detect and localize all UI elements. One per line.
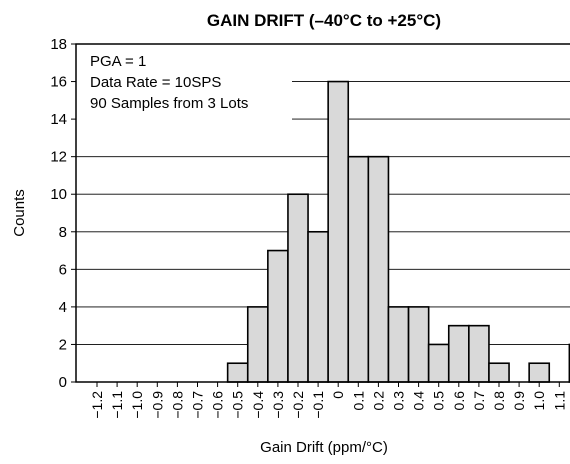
bar: [307, 230, 329, 383]
x-tick-label: 0.7: [471, 391, 487, 411]
bar: [427, 343, 450, 383]
x-tick-label: −0.6: [210, 391, 226, 419]
x-tick-label: −1.2: [89, 391, 105, 419]
x-tick-label: 0.3: [391, 391, 407, 411]
x-tick-label: −0.4: [250, 391, 266, 419]
annotation-line: Data Rate = 10SPS: [90, 74, 221, 91]
y-tick-label: 12: [50, 149, 67, 166]
bar: [327, 80, 350, 383]
y-tick-label: 0: [59, 374, 67, 391]
y-tick-label: 10: [50, 186, 67, 203]
y-tick-label: 14: [50, 111, 67, 128]
y-tick-label: 4: [59, 299, 67, 316]
x-tick-label: 1.1: [551, 391, 567, 411]
bar: [267, 249, 289, 383]
bar: [387, 306, 410, 383]
annotation-line: 90 Samples from 3 Lots: [90, 95, 248, 112]
y-axis-label: Counts: [11, 189, 28, 237]
x-tick-label: 0.6: [451, 391, 467, 411]
x-tick-label: 0.2: [370, 391, 386, 411]
annotation-line: PGA = 1: [90, 53, 146, 70]
x-tick-label: 0.4: [411, 391, 427, 411]
x-tick-labels: −1.2 −1.1 −1.0 −0.9 −0.8 −0.7 −0.6 −0.5 −0.4 −0.3…: [89, 391, 567, 419]
chart-title: GAIN DRIFT (–40°C to +25°C): [207, 11, 441, 30]
x-tick-label: −0.7: [190, 391, 206, 419]
y-tick-label: 6: [59, 261, 67, 278]
x-tick-label: −0.2: [290, 391, 306, 419]
y-tick-label: 16: [50, 74, 67, 91]
x-tick-label: 0: [330, 391, 346, 399]
bar: [407, 306, 430, 383]
x-tick-label: −1.1: [109, 391, 125, 419]
x-tick-label: 0.5: [431, 391, 447, 411]
bar: [347, 155, 370, 383]
x-tick-label: 0.8: [491, 391, 507, 411]
y-tick-label: 2: [59, 336, 67, 353]
bar: [447, 324, 470, 383]
x-tick-label: −1.0: [129, 391, 145, 419]
x-tick-label: −0.5: [230, 391, 246, 419]
bar: [287, 193, 309, 383]
bar: [367, 155, 390, 383]
plot-frame: [75, 43, 570, 383]
y-tick-label: 18: [50, 36, 67, 53]
y-tick-label: 8: [59, 224, 67, 241]
x-tick-label: −0.8: [169, 391, 185, 419]
x-tick-label: −0.1: [310, 391, 326, 419]
bar: [468, 324, 490, 383]
bar: [246, 306, 269, 383]
x-tick-label: 1.0: [531, 391, 547, 411]
x-tick-label: −0.3: [270, 391, 286, 419]
bars: [226, 80, 570, 383]
bar: [528, 362, 551, 383]
x-tick-label: 0.9: [511, 391, 527, 411]
bar: [226, 362, 249, 383]
y-tick-labels: 0 2 4 6 8 10 12 14 16 18: [50, 36, 67, 391]
x-tick-label: −0.9: [149, 391, 165, 419]
x-axis-label: Gain Drift (ppm/°C): [260, 439, 388, 456]
x-tick-label: 0.1: [350, 391, 366, 411]
annotations: PGA = 1 Data Rate = 10SPS 90 Samples from …: [90, 53, 248, 112]
annotation-box: [76, 44, 292, 120]
bar: [488, 362, 510, 383]
